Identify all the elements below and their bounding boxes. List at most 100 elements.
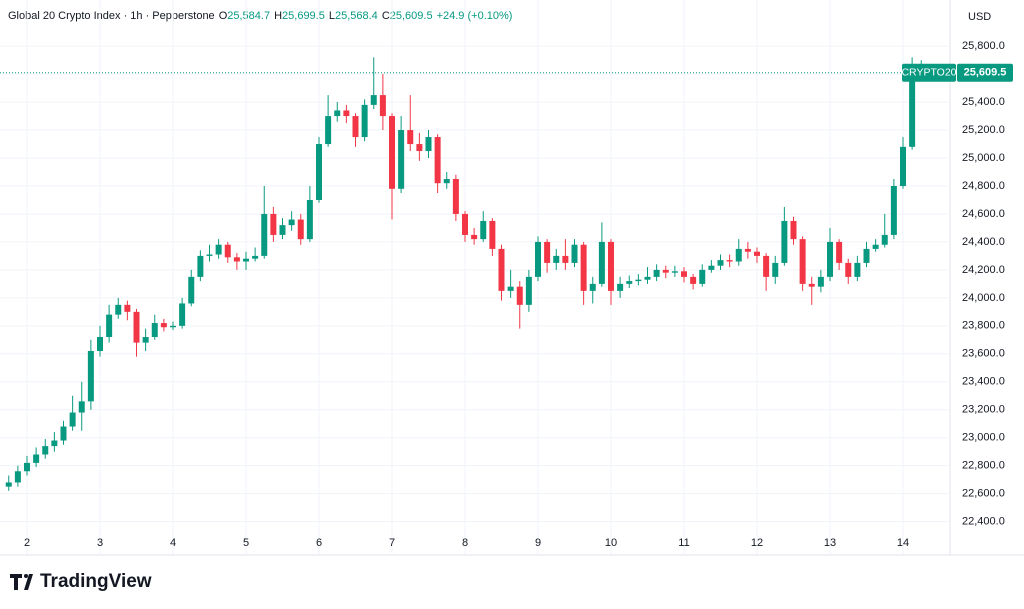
candle-body <box>535 241 541 277</box>
change: +24.9 (+0.10%) <box>437 10 513 22</box>
candle-body <box>370 95 377 105</box>
candle-body <box>106 314 113 338</box>
symbol-tag-box <box>902 63 956 82</box>
y-tick-label: 22,800.0 <box>962 460 1005 472</box>
x-tick-label: 6 <box>316 537 322 549</box>
y-tick-label: 25,800.0 <box>962 40 1005 52</box>
candle-body <box>343 110 350 117</box>
candle-body <box>124 304 131 312</box>
candle-body <box>69 412 76 427</box>
candle-body <box>790 220 797 240</box>
y-tick-label: 23,200.0 <box>962 404 1005 416</box>
candle-body <box>398 130 405 189</box>
x-tick-label: 12 <box>751 537 763 549</box>
candle-body <box>452 178 459 214</box>
ohlc-value: 25,699.5 <box>282 10 325 22</box>
candle-body <box>151 323 158 338</box>
candle-body <box>516 286 523 305</box>
y-tick-label: 22,600.0 <box>962 488 1005 500</box>
candle-body <box>580 244 587 291</box>
candle-body <box>179 303 186 326</box>
candle-body <box>781 220 788 263</box>
ohlc-value: 25,584.7 <box>227 10 270 22</box>
candle-body <box>635 279 642 282</box>
x-tick-label: 10 <box>605 537 617 549</box>
candle-body <box>717 260 724 266</box>
header: Global 20 Crypto Index · 1h · Pepperston… <box>8 10 512 22</box>
candle-body <box>644 276 651 280</box>
candle-body <box>243 258 249 262</box>
candle-body <box>671 271 678 273</box>
y-tick-label: 24,800.0 <box>962 180 1005 192</box>
y-tick-label: 23,000.0 <box>962 432 1005 444</box>
candle-body <box>379 95 386 117</box>
candle-body <box>754 251 760 256</box>
candle-body <box>498 248 505 291</box>
last-price-label: 25,609.5 <box>964 67 1007 79</box>
candle-body <box>325 116 332 145</box>
title: Global 20 Crypto Index · 1h · Pepperston… <box>8 10 215 22</box>
candle-body <box>772 262 779 277</box>
candle-body <box>817 276 824 287</box>
candle-body <box>571 244 578 263</box>
y-tick-label: 24,400.0 <box>962 236 1005 248</box>
candle-body <box>233 257 240 262</box>
last-price-box <box>957 63 1013 82</box>
candle-body <box>845 262 852 277</box>
x-tick-label: 8 <box>462 537 468 549</box>
candle-body <box>525 276 532 305</box>
candle-body <box>799 239 806 284</box>
candle-body <box>890 185 897 235</box>
candle-body <box>306 199 313 240</box>
ohlc-key: O <box>219 10 228 22</box>
candle-body <box>836 241 843 263</box>
brand: TradingView <box>40 571 152 592</box>
candle-body <box>261 213 268 256</box>
candle-body <box>763 255 770 277</box>
candle-body <box>142 337 149 343</box>
candle-body <box>389 116 395 189</box>
candle-body <box>489 220 496 249</box>
candle-body <box>215 244 222 255</box>
ohlc-key: C <box>382 10 390 22</box>
candle-body <box>909 76 916 147</box>
candle-body <box>188 276 195 304</box>
x-tick-label: 13 <box>824 537 836 549</box>
x-tick-label: 4 <box>170 537 176 549</box>
x-tick-label: 5 <box>243 537 249 549</box>
y-tick-label: 22,400.0 <box>962 516 1005 528</box>
candle-body <box>288 219 295 226</box>
candle-body <box>51 440 58 447</box>
candle-body <box>507 286 514 291</box>
candle-body <box>24 462 30 472</box>
x-tick-label: 14 <box>897 537 909 549</box>
candle-body <box>416 144 423 152</box>
y-tick-label: 24,000.0 <box>962 292 1005 304</box>
candle-body <box>434 137 441 184</box>
candle-body <box>854 262 861 277</box>
candle-body <box>14 471 21 483</box>
candle-body <box>443 178 450 184</box>
candle-body <box>297 219 304 240</box>
x-tick-label: 7 <box>389 537 395 549</box>
x-tick-label: 9 <box>535 537 541 549</box>
y-tick-label: 25,200.0 <box>962 124 1005 136</box>
candle-body <box>863 248 870 263</box>
logo <box>10 574 33 590</box>
candle-body <box>681 271 687 277</box>
currency: USD <box>968 11 991 23</box>
y-tick-label: 24,600.0 <box>962 208 1005 220</box>
candle-body <box>562 255 569 263</box>
candle-body <box>617 283 624 291</box>
x-tick-label: 3 <box>97 537 103 549</box>
candle-body <box>626 281 633 284</box>
x-tick-label: 2 <box>24 537 30 549</box>
candle-body <box>808 283 815 287</box>
candle-body <box>206 254 213 256</box>
y-tick-label: 24,200.0 <box>962 264 1005 276</box>
y-tick-label: 25,000.0 <box>962 152 1005 164</box>
ohlc-key: L <box>329 10 335 22</box>
candle-body <box>598 241 605 284</box>
y-tick-label: 23,800.0 <box>962 320 1005 332</box>
candle-body <box>744 248 751 252</box>
